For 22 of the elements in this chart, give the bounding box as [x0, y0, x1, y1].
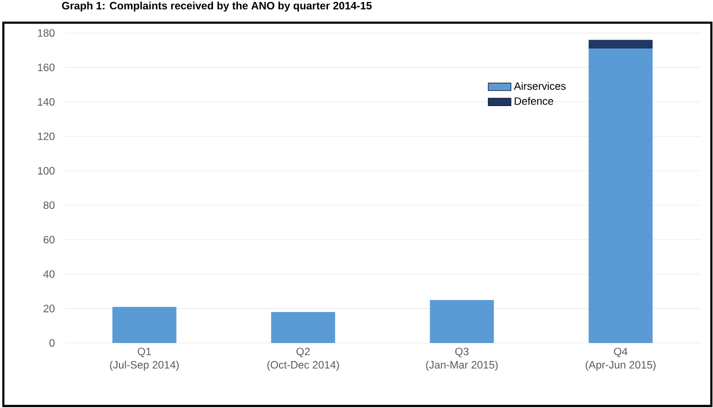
- bar: [588, 48, 653, 343]
- y-tick-label: 60: [44, 236, 55, 244]
- bar: [430, 300, 494, 343]
- y-tick-label: 0: [49, 339, 55, 347]
- y-tick-label: 120: [38, 132, 55, 140]
- legend-label: Airservices: [514, 82, 566, 90]
- y-tick-label: 100: [38, 167, 55, 175]
- x-tick-label: Q3 (Jan-Mar 2015): [426, 348, 498, 371]
- bar: [112, 306, 176, 343]
- y-tick-label: 160: [38, 64, 55, 72]
- y-tick-label: 40: [43, 270, 55, 278]
- y-tick-label: 140: [38, 98, 55, 106]
- bar: [271, 312, 336, 343]
- x-tick-label: Q4 (Apr-Jun 2015): [586, 348, 656, 371]
- chart-title: Graph 1: Complaints received by the ANO by quarter 2014-15: [62, 2, 372, 12]
- bar: [588, 40, 653, 49]
- x-tick-label: Q2 (Oct-Dec 2014): [267, 348, 339, 371]
- legend-label: Defence: [514, 97, 554, 105]
- y-tick-label: 80: [44, 201, 55, 209]
- y-tick-label: 20: [44, 304, 55, 312]
- x-tick-label: Q1 (Jul-Sep 2014): [110, 348, 179, 371]
- y-tick-label: 180: [38, 29, 55, 37]
